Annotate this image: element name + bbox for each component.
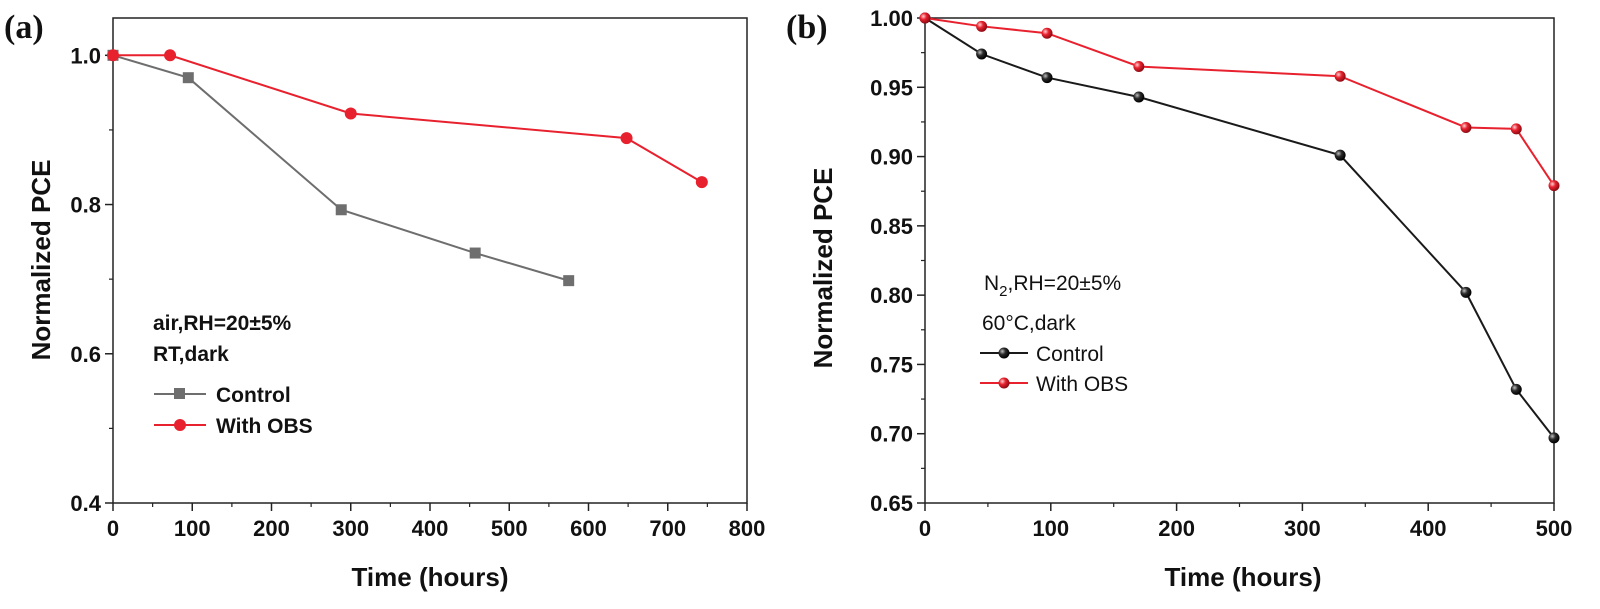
a-ytick-label-0.4: 0.4	[70, 491, 101, 516]
legend-b-control-label: Control	[1036, 343, 1104, 366]
a-xtick-label-300: 300	[332, 516, 369, 541]
anno-b-subscript: 2	[999, 283, 1007, 300]
a-xtick-label-800: 800	[729, 516, 766, 541]
b-ytick-label-0.80: 0.80	[870, 283, 913, 308]
b-series-0-point-7	[1548, 432, 1560, 444]
panel-b-y-tick-labels: 0.65 0.70 0.75 0.80 0.85 0.90 0.95 1.00	[870, 6, 913, 516]
b-ytick-label-0.75: 0.75	[870, 352, 913, 377]
panel-a-x-axis-title: Time (hours)	[352, 562, 509, 592]
panel-b-axes	[924, 17, 1555, 504]
legend-a-control-label: Control	[216, 384, 291, 407]
a-xtick-label-100: 100	[174, 516, 211, 541]
panel-a-series	[107, 49, 708, 287]
a-series-1-line	[113, 54, 703, 184]
a-series-0-line	[112, 54, 569, 282]
a-series-1-point-0	[107, 49, 119, 62]
panel-b-annotation-line-1: N2,RH=20±5%	[984, 272, 1121, 300]
panel-b-x-axis-title: Time (hours)	[1165, 562, 1322, 592]
a-xtick-label-500: 500	[491, 516, 528, 541]
panel-a-plot-frame	[112, 17, 748, 504]
b-xtick-label-500: 500	[1536, 516, 1573, 541]
a-series-0-point-3	[469, 247, 481, 259]
b-series-0-point-3	[1133, 91, 1145, 103]
a-series-1-point-4	[695, 176, 708, 189]
panel-a-y-tick-labels: 0.4 0.6 0.8 1.0	[70, 43, 101, 516]
panel-a-x-tick-labels: 0 100 200 300 400 500 600 700 800	[107, 516, 765, 541]
panel-a-annotation-line-1: air,RH=20±5%	[153, 312, 292, 335]
b-xtick-label-100: 100	[1032, 516, 1069, 541]
panel-b-series	[919, 12, 1560, 444]
b-series-0-point-1	[976, 48, 988, 60]
anno-b-n: N	[984, 272, 999, 295]
b-series-1-point-1	[976, 20, 988, 32]
b-series-1-point-0	[919, 12, 931, 24]
panel-b-annotation-line-2: 60°C,dark	[982, 312, 1076, 335]
b-xtick-label-0: 0	[919, 516, 931, 541]
panel-b-x-ticks	[924, 503, 1555, 511]
a-ytick-label-0.8: 0.8	[70, 193, 101, 218]
b-ytick-label-0.95: 0.95	[870, 75, 913, 100]
a-xtick-label-600: 600	[570, 516, 607, 541]
b-series-1-point-6	[1510, 123, 1522, 135]
panel-b-y-ticks	[917, 17, 925, 504]
panel-b-y-axis-title: Normalized PCE	[808, 168, 838, 369]
panel-b-legend: Control With OBS	[980, 343, 1128, 396]
b-series-1-point-2	[1041, 27, 1053, 39]
panel-a-y-axis-title: Normalized PCE	[26, 160, 56, 361]
panel-b-x-tick-labels: 0 100 200 300 400 500	[919, 516, 1572, 541]
b-ytick-label-0.90: 0.90	[870, 145, 913, 170]
anno-b-suffix: ,RH=20±5%	[1008, 272, 1122, 295]
panel-b: (b) 0 100 200 300 400 500 0.65 0.70 0.75…	[786, 6, 1572, 592]
panel-a: (a) 0 100 200 300 400 500 600 700 800 0.…	[4, 9, 765, 592]
a-series-0-point-1	[182, 72, 194, 84]
a-ytick-label-1.0: 1.0	[70, 43, 101, 68]
b-series-1-point-5	[1460, 121, 1472, 133]
a-series-1-point-1	[164, 49, 177, 62]
legend-b-with-obs-marker	[998, 377, 1010, 389]
panel-a-annotation-line-2: RT,dark	[153, 343, 229, 366]
b-ytick-label-1.00: 1.00	[870, 6, 913, 31]
b-xtick-label-400: 400	[1410, 516, 1447, 541]
b-ytick-label-0.65: 0.65	[870, 491, 913, 516]
b-series-1-point-4	[1334, 70, 1346, 82]
legend-b-with-obs-label: With OBS	[1036, 373, 1128, 396]
legend-b-control-marker	[998, 347, 1010, 359]
panel-a-x-ticks	[112, 503, 748, 511]
b-xtick-label-200: 200	[1158, 516, 1195, 541]
a-xtick-label-400: 400	[412, 516, 449, 541]
a-series-0-point-2	[335, 204, 347, 216]
legend-a-with-obs-marker	[174, 419, 186, 431]
b-series-0-line	[924, 17, 1555, 439]
panel-a-axes	[112, 17, 748, 504]
b-series-0-point-2	[1041, 72, 1053, 84]
panel-a-label: (a)	[4, 9, 44, 46]
a-xtick-label-200: 200	[253, 516, 290, 541]
b-xtick-label-300: 300	[1284, 516, 1321, 541]
b-series-0-point-4	[1334, 149, 1346, 161]
panel-b-label: (b)	[786, 9, 828, 46]
b-series-0-point-5	[1460, 286, 1472, 298]
panel-a-legend: Control With OBS	[154, 384, 313, 438]
a-xtick-label-700: 700	[649, 516, 686, 541]
a-series-1-point-3	[620, 132, 633, 145]
b-ytick-label-0.85: 0.85	[870, 214, 913, 239]
b-ytick-label-0.70: 0.70	[870, 422, 913, 447]
b-series-1-line	[924, 17, 1555, 187]
panel-a-y-ticks	[105, 54, 113, 504]
panel-b-plot-frame	[924, 17, 1555, 504]
a-ytick-label-0.6: 0.6	[70, 342, 101, 367]
b-series-1-point-7	[1548, 180, 1560, 192]
a-series-0-point-4	[563, 275, 575, 287]
b-series-1-point-3	[1133, 61, 1145, 72]
legend-a-control-marker	[174, 388, 185, 399]
legend-a-with-obs-label: With OBS	[216, 415, 313, 438]
a-series-1-point-2	[344, 107, 357, 120]
a-xtick-label-0: 0	[107, 516, 119, 541]
b-series-0-point-6	[1510, 383, 1522, 395]
